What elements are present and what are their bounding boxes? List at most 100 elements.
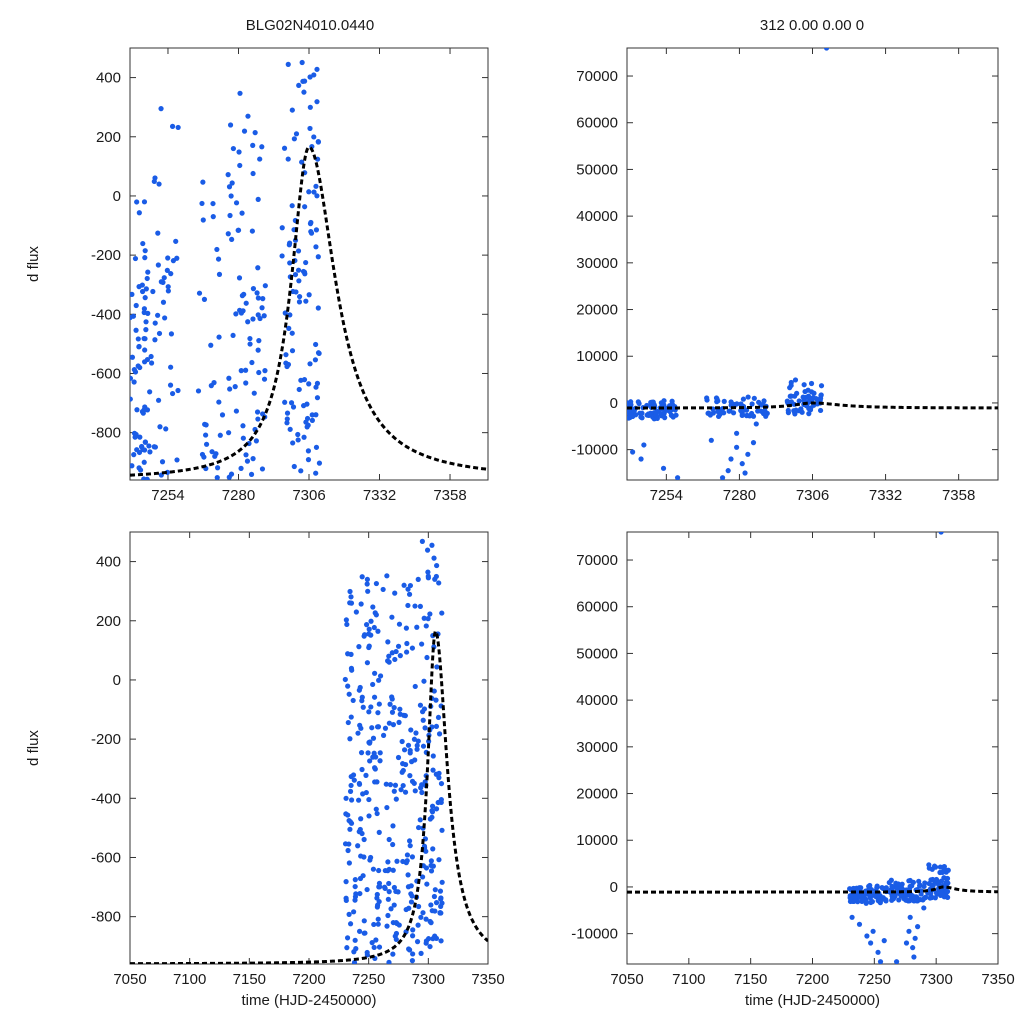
- data-point: [439, 610, 445, 616]
- data-point: [926, 865, 932, 871]
- data-point: [287, 312, 293, 318]
- data-point: [432, 908, 438, 914]
- data-point: [392, 656, 398, 663]
- data-point: [380, 732, 387, 738]
- data-point: [413, 730, 419, 736]
- data-point: [912, 935, 918, 941]
- y-tick-label: 0: [610, 879, 618, 896]
- data-point: [296, 386, 302, 393]
- data-point: [370, 604, 376, 610]
- data-point: [749, 401, 755, 407]
- data-point: [165, 255, 171, 261]
- data-point: [658, 411, 664, 417]
- y-tick-label: 10000: [576, 832, 618, 849]
- data-point: [227, 386, 233, 392]
- data-point: [392, 782, 399, 788]
- data-point: [398, 787, 404, 793]
- data-point: [239, 293, 245, 299]
- data-point: [314, 66, 320, 72]
- data-point: [412, 683, 418, 690]
- data-point: [374, 895, 380, 901]
- data-point: [203, 432, 209, 438]
- data-point: [930, 876, 936, 883]
- data-layer: [130, 59, 488, 480]
- panel-top-right: 7254 7280 7306 7332 7358 70000 60000 50000 40000…: [571, 47, 999, 504]
- data-point: [140, 446, 146, 453]
- data-point: [932, 895, 938, 901]
- data-point: [203, 441, 210, 447]
- data-point: [419, 782, 425, 788]
- data-point: [417, 603, 423, 610]
- data-point: [368, 618, 374, 624]
- data-point: [252, 130, 258, 136]
- data-point: [435, 799, 441, 806]
- data-point: [147, 389, 153, 395]
- data-point: [433, 697, 439, 703]
- data-point: [431, 555, 437, 561]
- x-tick-label: 7050: [113, 971, 146, 988]
- data-point: [141, 306, 147, 312]
- data-point: [716, 413, 722, 420]
- data-point: [357, 684, 363, 691]
- data-point: [259, 305, 265, 311]
- y-tick-label: 60000: [576, 599, 618, 616]
- y-tick-label: 30000: [576, 255, 618, 272]
- data-point: [132, 369, 139, 375]
- data-point: [903, 940, 910, 946]
- data-point: [348, 714, 354, 720]
- data-point: [144, 476, 150, 480]
- data-point: [796, 398, 802, 404]
- data-point: [287, 260, 293, 266]
- data-point: [364, 949, 370, 956]
- data-point: [228, 193, 234, 199]
- data-point: [389, 614, 395, 620]
- data-point: [238, 465, 244, 471]
- data-point: [388, 906, 394, 912]
- data-point: [284, 416, 290, 422]
- data-point: [406, 905, 412, 911]
- data-point: [420, 874, 426, 880]
- data-point: [244, 458, 251, 464]
- data-point: [386, 653, 392, 659]
- data-point: [345, 847, 351, 854]
- y-tick-label: 400: [96, 70, 121, 87]
- data-point: [403, 860, 409, 866]
- data-point: [648, 399, 654, 406]
- data-point: [366, 626, 372, 632]
- data-point: [343, 617, 349, 623]
- y-tick-label: -10000: [571, 442, 618, 459]
- data-point: [385, 658, 391, 664]
- data-point: [304, 401, 310, 407]
- data-point: [420, 910, 426, 916]
- data-point: [375, 921, 381, 927]
- title-right: 312 0.00 0.00 0: [760, 17, 864, 34]
- data-point: [937, 864, 943, 870]
- data-point: [395, 754, 402, 761]
- data-point: [910, 945, 916, 951]
- data-point: [357, 722, 363, 728]
- data-point: [361, 836, 367, 843]
- data-point: [409, 645, 416, 651]
- data-point: [373, 806, 379, 812]
- data-point: [208, 383, 214, 389]
- data-point: [373, 754, 379, 760]
- data-point: [372, 610, 378, 616]
- data-point: [257, 156, 263, 162]
- data-point: [396, 621, 403, 627]
- data-point: [230, 332, 236, 339]
- x-tick-label: 7350: [981, 971, 1014, 988]
- data-point: [758, 408, 764, 414]
- data-point: [287, 426, 293, 432]
- x-axis-title: time (HJD-2450000): [745, 992, 880, 1009]
- data-point: [910, 879, 916, 885]
- y-tick-label: -200: [91, 247, 121, 264]
- data-point: [289, 330, 295, 336]
- data-point: [169, 390, 176, 397]
- data-point: [304, 415, 311, 422]
- data-point: [377, 884, 383, 890]
- data-point: [393, 936, 399, 943]
- data-point: [361, 633, 367, 639]
- data-point: [148, 360, 155, 366]
- data-point: [747, 413, 753, 419]
- data-point: [313, 470, 319, 476]
